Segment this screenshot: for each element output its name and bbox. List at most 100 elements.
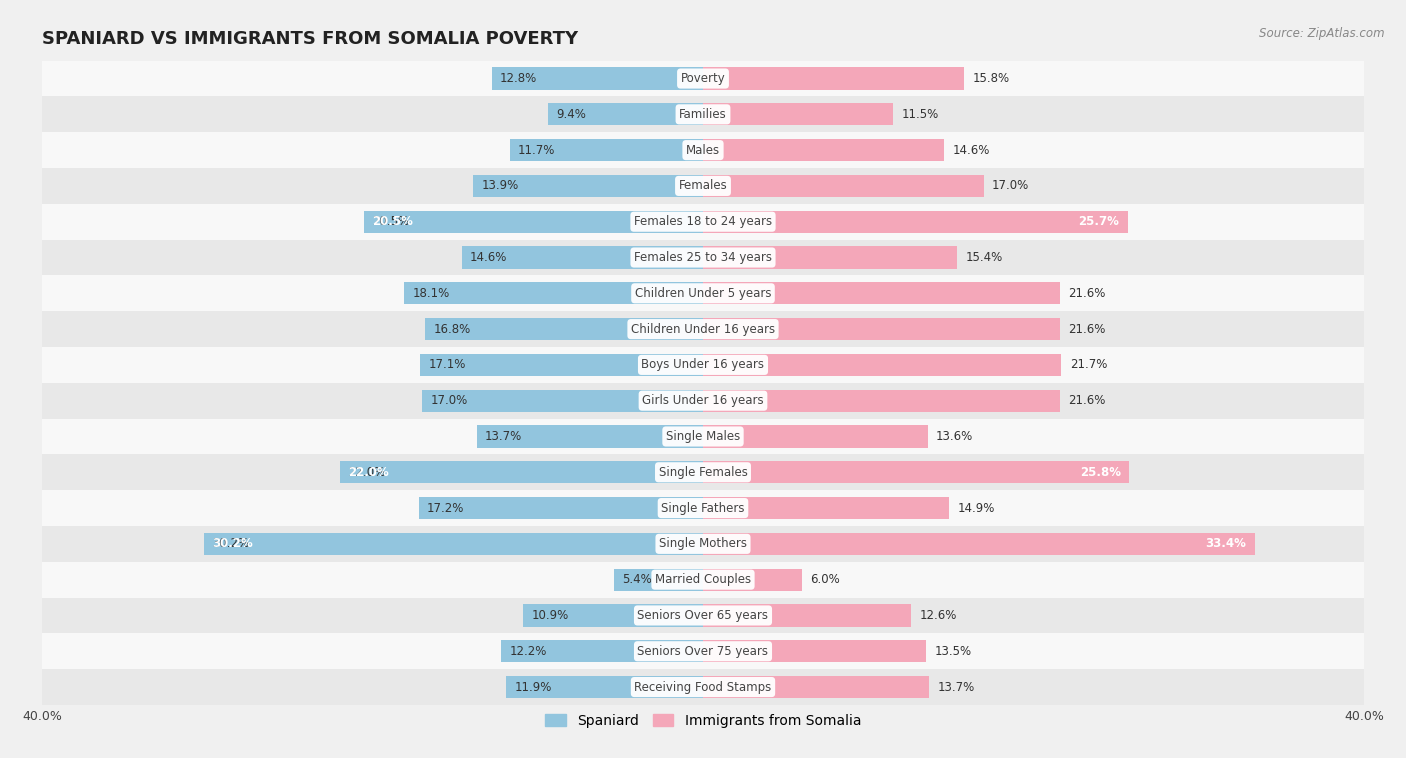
Bar xyxy=(42,204,1364,240)
Text: Receiving Food Stamps: Receiving Food Stamps xyxy=(634,681,772,694)
Bar xyxy=(703,461,1129,484)
Text: Children Under 16 years: Children Under 16 years xyxy=(631,323,775,336)
Text: 12.6%: 12.6% xyxy=(920,609,957,622)
Text: 21.6%: 21.6% xyxy=(1069,287,1105,300)
Text: Poverty: Poverty xyxy=(681,72,725,85)
Text: 11.9%: 11.9% xyxy=(515,681,553,694)
Text: 21.6%: 21.6% xyxy=(1069,323,1105,336)
Text: 6.0%: 6.0% xyxy=(810,573,841,586)
Text: Single Males: Single Males xyxy=(666,430,740,443)
Text: 12.8%: 12.8% xyxy=(499,72,537,85)
Bar xyxy=(492,67,703,89)
Text: 21.7%: 21.7% xyxy=(1070,359,1107,371)
Bar xyxy=(364,211,703,233)
Bar xyxy=(703,175,984,197)
Bar xyxy=(42,240,1364,275)
Text: Families: Families xyxy=(679,108,727,121)
Text: 13.9%: 13.9% xyxy=(482,180,519,193)
Bar xyxy=(42,562,1364,597)
Bar xyxy=(42,96,1364,132)
Bar xyxy=(703,568,801,590)
Text: 10.9%: 10.9% xyxy=(531,609,568,622)
Bar xyxy=(339,461,703,484)
Text: 30.2%: 30.2% xyxy=(212,537,249,550)
Text: 14.6%: 14.6% xyxy=(952,143,990,157)
Bar xyxy=(42,168,1364,204)
Text: 17.0%: 17.0% xyxy=(430,394,468,407)
Text: 22.0%: 22.0% xyxy=(347,465,388,479)
Text: 25.8%: 25.8% xyxy=(1080,465,1121,479)
Text: 15.8%: 15.8% xyxy=(973,72,1010,85)
Text: 15.4%: 15.4% xyxy=(966,251,1002,264)
Text: 30.2%: 30.2% xyxy=(212,537,253,550)
Bar xyxy=(703,641,927,662)
Text: 17.1%: 17.1% xyxy=(429,359,467,371)
Text: 12.2%: 12.2% xyxy=(510,645,547,658)
Bar xyxy=(703,676,929,698)
Text: Married Couples: Married Couples xyxy=(655,573,751,586)
Text: Girls Under 16 years: Girls Under 16 years xyxy=(643,394,763,407)
Bar xyxy=(42,275,1364,312)
Bar xyxy=(474,175,703,197)
Bar xyxy=(426,318,703,340)
Bar xyxy=(404,282,703,305)
Text: 5.4%: 5.4% xyxy=(621,573,652,586)
Bar xyxy=(419,497,703,519)
Text: 17.0%: 17.0% xyxy=(993,180,1029,193)
Bar xyxy=(42,418,1364,454)
Text: 11.7%: 11.7% xyxy=(517,143,555,157)
Bar xyxy=(502,641,703,662)
Text: 17.2%: 17.2% xyxy=(427,502,464,515)
Bar xyxy=(42,669,1364,705)
Bar xyxy=(42,526,1364,562)
Text: Single Mothers: Single Mothers xyxy=(659,537,747,550)
Bar xyxy=(703,604,911,627)
Text: 13.7%: 13.7% xyxy=(485,430,522,443)
Text: 20.5%: 20.5% xyxy=(373,215,413,228)
Text: 16.8%: 16.8% xyxy=(433,323,471,336)
Text: Seniors Over 65 years: Seniors Over 65 years xyxy=(637,609,769,622)
Text: Source: ZipAtlas.com: Source: ZipAtlas.com xyxy=(1260,27,1385,39)
Text: 25.7%: 25.7% xyxy=(1078,215,1119,228)
Text: 13.5%: 13.5% xyxy=(934,645,972,658)
Bar xyxy=(42,383,1364,418)
Bar xyxy=(703,354,1062,376)
Bar xyxy=(703,318,1060,340)
Bar xyxy=(422,390,703,412)
Text: 13.6%: 13.6% xyxy=(936,430,973,443)
Text: Single Females: Single Females xyxy=(658,465,748,479)
Text: 22.0%: 22.0% xyxy=(347,465,385,479)
Legend: Spaniard, Immigrants from Somalia: Spaniard, Immigrants from Somalia xyxy=(540,708,866,734)
Bar xyxy=(703,211,1128,233)
Text: Single Fathers: Single Fathers xyxy=(661,502,745,515)
Text: Children Under 5 years: Children Under 5 years xyxy=(634,287,772,300)
Bar xyxy=(420,354,703,376)
Text: Females 25 to 34 years: Females 25 to 34 years xyxy=(634,251,772,264)
Text: 13.7%: 13.7% xyxy=(938,681,974,694)
Bar xyxy=(703,425,928,447)
Text: Males: Males xyxy=(686,143,720,157)
Bar xyxy=(461,246,703,268)
Text: 14.9%: 14.9% xyxy=(957,502,995,515)
Bar xyxy=(703,246,957,268)
Text: Seniors Over 75 years: Seniors Over 75 years xyxy=(637,645,769,658)
Bar xyxy=(42,454,1364,490)
Bar xyxy=(548,103,703,125)
Bar xyxy=(703,139,945,161)
Bar xyxy=(42,312,1364,347)
Text: 14.6%: 14.6% xyxy=(470,251,508,264)
Bar xyxy=(42,132,1364,168)
Bar xyxy=(523,604,703,627)
Bar xyxy=(42,347,1364,383)
Text: 18.1%: 18.1% xyxy=(412,287,450,300)
Bar xyxy=(703,497,949,519)
Bar xyxy=(477,425,703,447)
Bar xyxy=(703,67,965,89)
Text: Females: Females xyxy=(679,180,727,193)
Bar xyxy=(703,390,1060,412)
Bar xyxy=(204,533,703,555)
Bar xyxy=(42,597,1364,634)
Text: 21.6%: 21.6% xyxy=(1069,394,1105,407)
Bar xyxy=(703,103,893,125)
Text: 9.4%: 9.4% xyxy=(555,108,586,121)
